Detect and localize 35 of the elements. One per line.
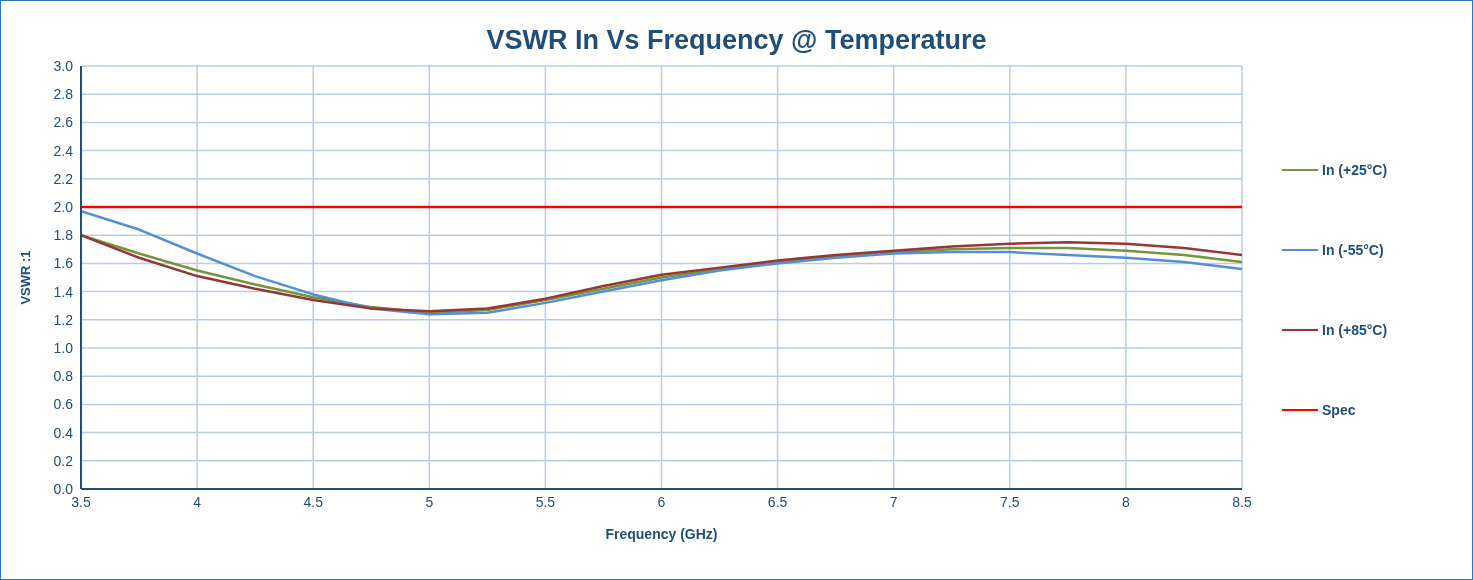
y-tick-label: 0.6	[53, 396, 74, 413]
x-tick-label: 7	[889, 493, 898, 510]
y-tick-label: 2.2	[53, 170, 74, 187]
y-tick-label: 2.8	[53, 86, 74, 103]
y-tick-label: 3.0	[53, 57, 74, 74]
x-tick-label: 5	[425, 493, 434, 510]
y-tick-label: 0.2	[53, 452, 74, 469]
legend-label: In (-55°C)	[1322, 242, 1384, 258]
x-tick-label: 4.5	[303, 493, 324, 510]
y-tick-label: 1.6	[53, 255, 74, 272]
x-tick-label: 8	[1122, 493, 1130, 510]
y-tick-label: 1.0	[53, 339, 74, 356]
y-tick-label: 0.4	[53, 424, 74, 441]
y-tick-label: 1.2	[53, 311, 74, 328]
x-tick-label: 7.5	[1000, 493, 1020, 510]
x-tick-label: 4	[193, 493, 202, 510]
y-tick-label: 2.4	[53, 142, 74, 159]
legend-label: Spec	[1322, 402, 1356, 418]
x-tick-label: 6	[657, 493, 666, 510]
legend-label: In (+25°C)	[1322, 162, 1388, 178]
x-tick-label: 8.5	[1232, 493, 1252, 510]
y-tick-label: 0.8	[53, 368, 74, 385]
chart-title: VSWR In Vs Frequency @ Temperature	[485, 25, 988, 56]
x-tick-label: 5.5	[535, 493, 556, 510]
y-tick-label: 2.6	[53, 114, 74, 131]
x-axis-title: Frequency (GHz)	[605, 526, 718, 542]
y-tick-label: 1.4	[53, 283, 74, 300]
y-tick-label: 0.0	[53, 480, 74, 497]
y-tick-label: 1.8	[53, 227, 74, 244]
y-axis-title: VSWR :1	[17, 250, 33, 305]
y-tick-label: 2.0	[53, 198, 74, 215]
x-tick-label: 6.5	[767, 493, 788, 510]
legend-label: In (+85°C)	[1322, 322, 1388, 338]
x-tick-label: 3.5	[71, 493, 91, 510]
line-series	[81, 209, 1242, 316]
